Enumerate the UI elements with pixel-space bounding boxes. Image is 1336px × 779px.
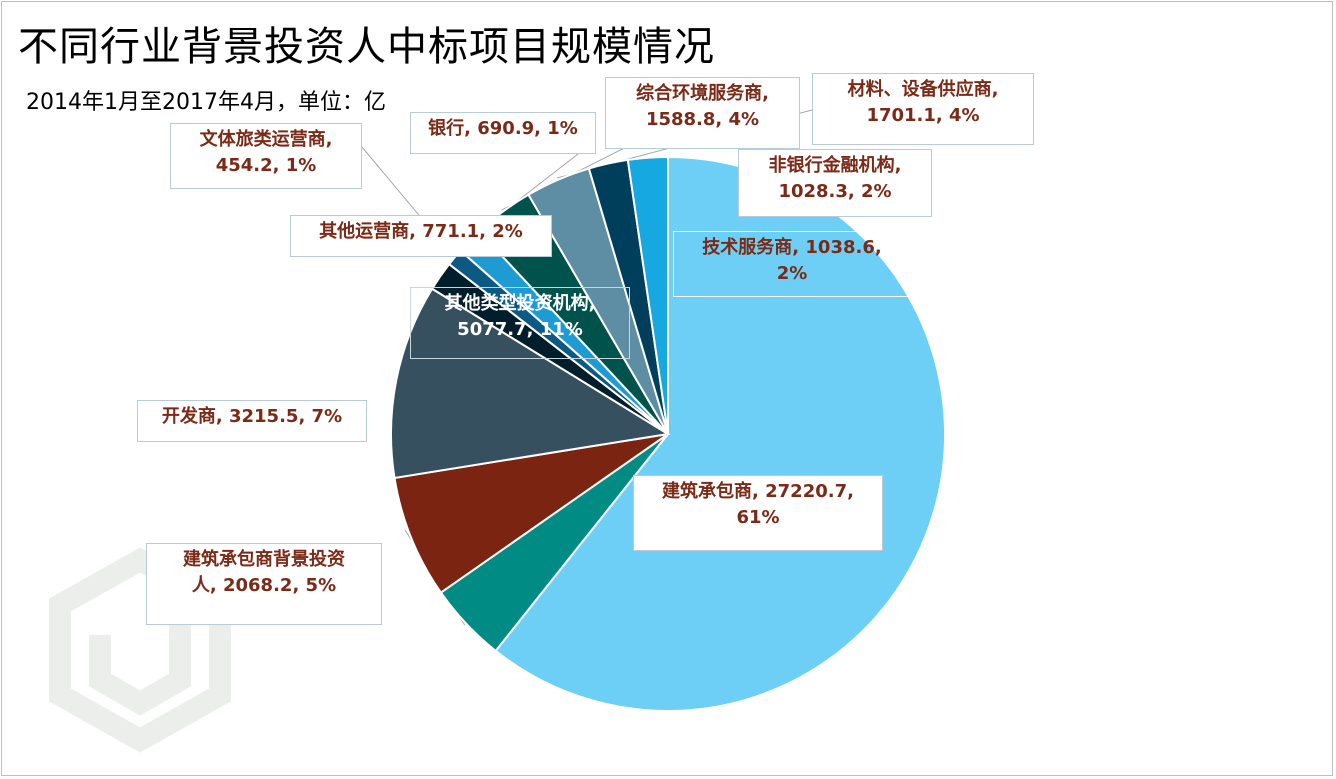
slice-data-label: 其他类型投资机构, 5077.7, 11%	[410, 287, 630, 359]
slice-label-line1: 其他运营商, 771.1, 2%	[319, 221, 523, 242]
chart-title: 不同行业背景投资人中标项目规模情况	[18, 24, 715, 70]
slice-label-line1: 银行, 690.9, 1%	[428, 118, 578, 139]
slice-data-label: 文体旅类运营商, 454.2, 1%	[170, 123, 362, 189]
slice-label-line1: 非银行金融机构,	[768, 155, 902, 176]
slice-data-label: 其他运营商, 771.1, 2%	[290, 215, 552, 257]
slice-label-line1: 建筑承包商, 27220.7,	[662, 481, 854, 502]
slice-data-label: 建筑承包商背景投资 人, 2068.2, 5%	[146, 543, 382, 625]
slice-label-line2: 454.2, 1%	[215, 155, 317, 176]
slice-label-line2: 1028.3, 2%	[778, 181, 892, 202]
slice-label-line1: 建筑承包商背景投资	[183, 549, 345, 570]
slice-label-line2: 2%	[776, 263, 808, 284]
slice-label-line1: 材料、设备供应商,	[847, 79, 999, 100]
slice-data-label: 银行, 690.9, 1%	[410, 112, 596, 154]
slice-label-line1: 技术服务商, 1038.6,	[702, 237, 882, 258]
slice-label-line1: 综合环境服务商,	[636, 83, 769, 104]
slice-label-line1: 其他类型投资机构,	[444, 293, 596, 314]
pie-slices	[390, 155, 946, 712]
pie-slice	[626, 155, 669, 435]
slice-label-line2: 人, 2068.2, 5%	[191, 575, 337, 596]
slice-label-line1: 开发商, 3215.5, 7%	[161, 406, 343, 427]
slice-label-line2: 61%	[736, 507, 780, 528]
slice-label-line2: 5077.7, 11%	[457, 319, 583, 340]
slice-data-label: 开发商, 3215.5, 7%	[137, 400, 367, 442]
slice-label-line1: 文体旅类运营商,	[199, 129, 333, 150]
pie-slice	[390, 287, 671, 480]
slice-label-line2: 1588.8, 4%	[645, 109, 760, 130]
slice-data-label: 建筑承包商, 27220.7, 61%	[633, 475, 883, 551]
slice-data-label: 材料、设备供应商, 1701.1, 4%	[812, 73, 1034, 145]
chart-subtitle: 2014年1月至2017年4月，单位：亿	[26, 90, 386, 115]
slice-data-label: 技术服务商, 1038.6, 2%	[673, 231, 911, 297]
pie-slice	[393, 433, 669, 595]
slice-data-label: 综合环境服务商, 1588.8, 4%	[605, 77, 800, 149]
slice-data-label: 非银行金融机构, 1028.3, 2%	[738, 149, 932, 217]
slice-label-line2: 1701.1, 4%	[866, 105, 980, 126]
